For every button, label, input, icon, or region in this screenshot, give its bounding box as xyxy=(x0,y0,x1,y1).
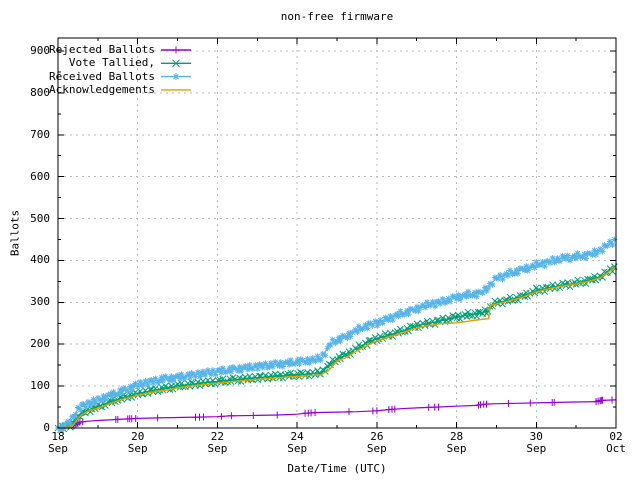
legend-label-vote-tallied: Vote Tallied, xyxy=(68,56,155,69)
series-rejected-ballots xyxy=(70,396,617,430)
y-tick-label: 400 xyxy=(30,253,50,267)
legend-label-acknowledgements: Acknowledgements xyxy=(49,83,155,96)
y-tick-label: 300 xyxy=(30,295,50,309)
chart-title: non-free firmware xyxy=(280,10,394,23)
y-tick-label: 700 xyxy=(30,127,50,141)
series-vote-tallied xyxy=(54,263,618,434)
legend-label-rejected-ballots: Rejected Ballots xyxy=(49,43,155,56)
y-tick-label: 500 xyxy=(30,211,50,225)
series-acknowledgements xyxy=(57,266,617,429)
plot-border xyxy=(57,37,617,429)
legend-label-received-ballots: Received Ballots xyxy=(49,70,155,83)
x-tick-label: 02 Oct xyxy=(606,430,626,455)
gridlines xyxy=(58,38,616,428)
x-tick-label: 20 Sep xyxy=(127,430,148,455)
y-tick-label: 600 xyxy=(30,169,50,183)
legend-samples xyxy=(161,46,191,91)
y-axis-title: Ballots xyxy=(8,209,22,257)
y-tick-label: 100 xyxy=(30,379,50,393)
y-tick-label: 200 xyxy=(30,337,50,351)
axis-ticks xyxy=(57,38,617,429)
y-tick-label: 900 xyxy=(30,43,50,57)
x-tick-label: 24 Sep xyxy=(287,430,308,455)
y-tick-label: 800 xyxy=(30,85,50,99)
x-tick-label: 26 Sep xyxy=(366,430,387,455)
x-tick-label: 18 Sep xyxy=(48,430,68,455)
x-tick-label: 22 Sep xyxy=(207,430,228,455)
x-axis-title: Date/Time (UTC) xyxy=(287,462,387,475)
y-tick-label: 0 xyxy=(43,421,50,434)
x-tick-label: 30 Sep xyxy=(526,430,547,455)
x-tick-label: 28 Sep xyxy=(446,430,467,455)
